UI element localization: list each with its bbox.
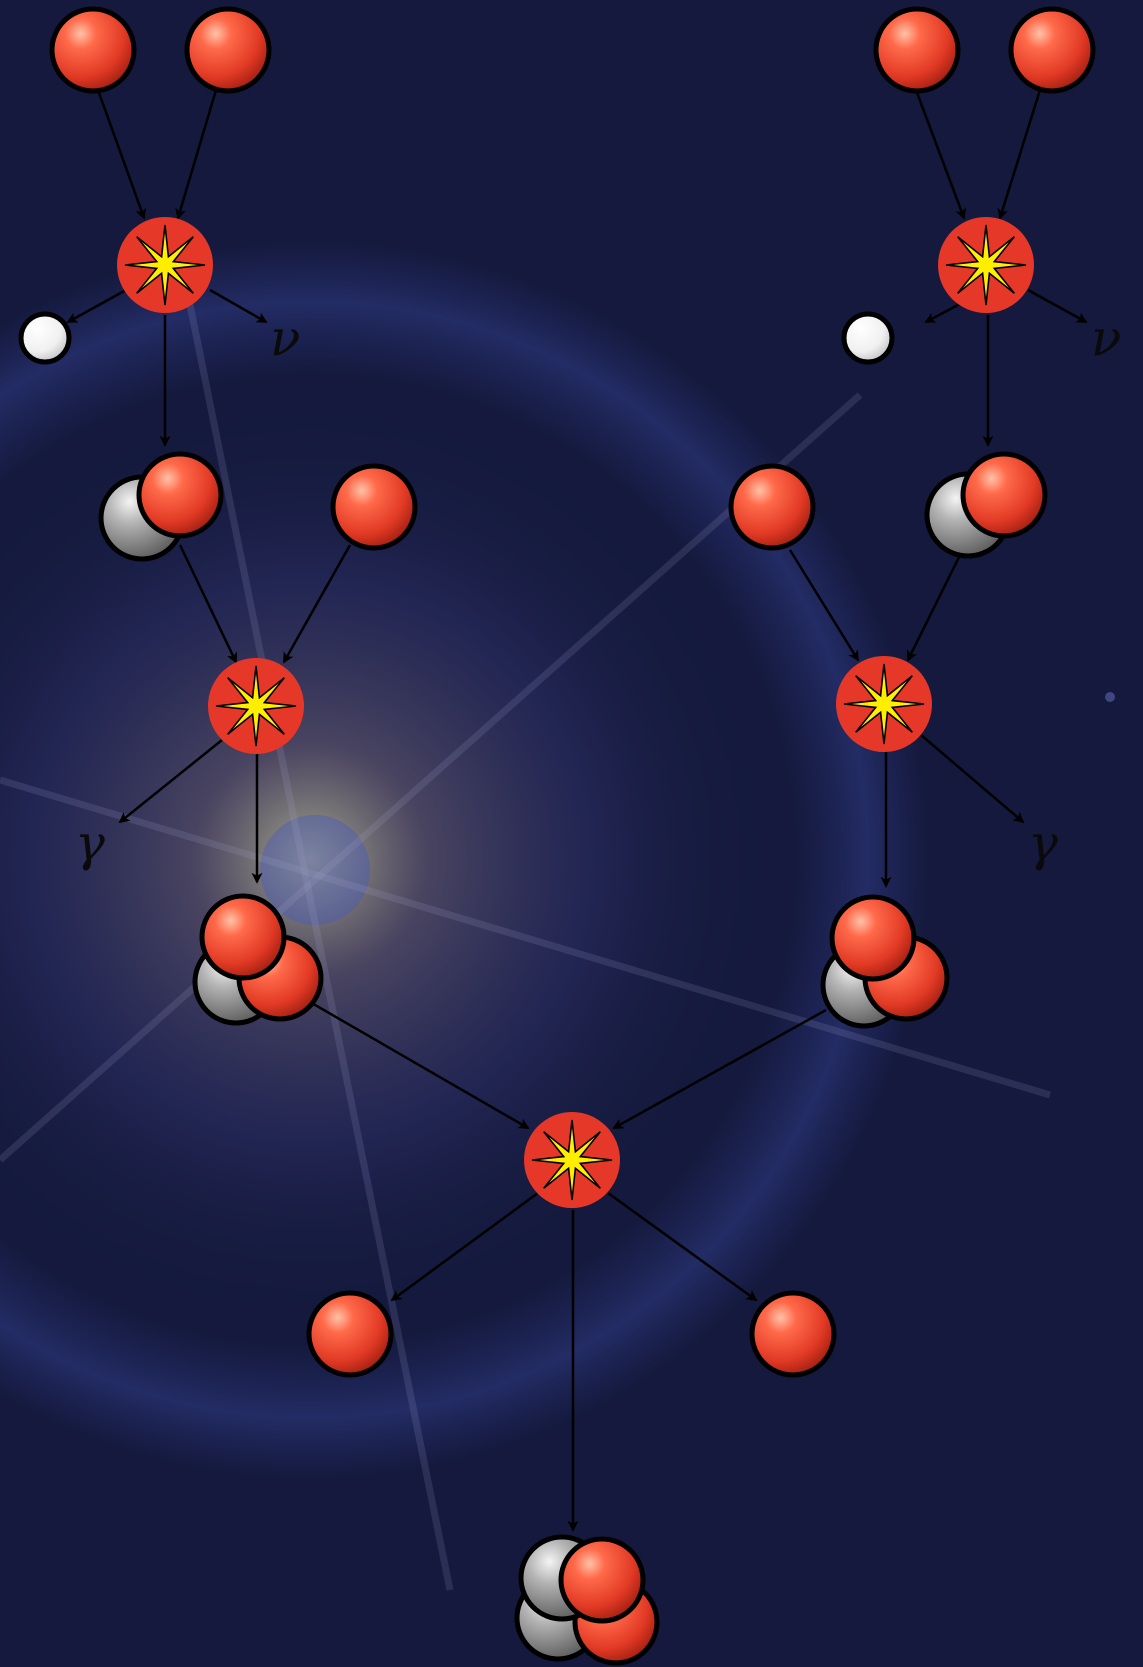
proton-6 <box>728 463 816 551</box>
arrow-p3-to-fusion-right <box>914 89 966 220</box>
arrow-fusion-to-proton-left <box>390 1191 539 1302</box>
arrow-fusion-left-to-positron <box>66 288 127 324</box>
deuterium-left-proton <box>136 451 224 539</box>
deuterium-right-proton <box>960 451 1048 539</box>
helium4-proton-a <box>558 1536 646 1624</box>
arrow-p1-to-fusion-left <box>96 89 147 220</box>
neutrino-label-left: ν <box>270 309 300 367</box>
background-rays <box>0 279 1052 1591</box>
neutrino-label-right: ν <box>1091 309 1121 367</box>
arrow-fusion-left-to-neutrino <box>209 288 268 324</box>
arrow-deuterium-left-to-fusion <box>178 544 238 664</box>
arrow-fusion-to-proton-right <box>607 1191 758 1302</box>
arrow-proton-left-to-fusion <box>282 544 352 664</box>
arrow-fusion-left-to-gamma <box>118 739 223 824</box>
fusion-event-5 <box>524 1112 620 1208</box>
arrow-helium3-left-to-fusion <box>309 1000 530 1130</box>
background-star <box>1105 692 1115 702</box>
particles <box>18 6 1096 1666</box>
arrow-p2-to-fusion-left <box>175 89 218 220</box>
arrow-fusion-right-to-neutrino <box>1027 288 1088 324</box>
fusion-event-2 <box>938 217 1034 313</box>
positron-right <box>841 311 895 365</box>
proton-2 <box>184 6 272 94</box>
gamma-label-right: γ <box>1028 814 1058 872</box>
proton-8 <box>749 1290 837 1378</box>
proton-1 <box>49 6 137 94</box>
fusion-event-1 <box>117 217 213 313</box>
fusion-event-4 <box>836 656 932 752</box>
proton-7 <box>306 1290 394 1378</box>
helium3-left-proton-a <box>199 893 287 981</box>
arrow-fusion-right-to-gamma <box>920 734 1025 824</box>
proton-5 <box>330 463 418 551</box>
arrow-proton-right-to-fusion <box>788 549 860 662</box>
helium3-right-proton-a <box>829 894 917 982</box>
background-core <box>260 815 370 925</box>
arrow-p4-to-fusion-right <box>997 89 1042 220</box>
gamma-label-left: γ <box>75 814 105 872</box>
fusion-event-3 <box>208 658 304 754</box>
background-glow <box>0 390 780 1330</box>
proton-3 <box>873 6 961 94</box>
reaction-arrows <box>66 89 1088 1532</box>
proton-4 <box>1008 6 1096 94</box>
arrow-helium3-right-to-fusion <box>612 1008 827 1130</box>
arrow-deuterium-right-to-fusion <box>906 544 967 662</box>
positron-left <box>18 311 72 365</box>
